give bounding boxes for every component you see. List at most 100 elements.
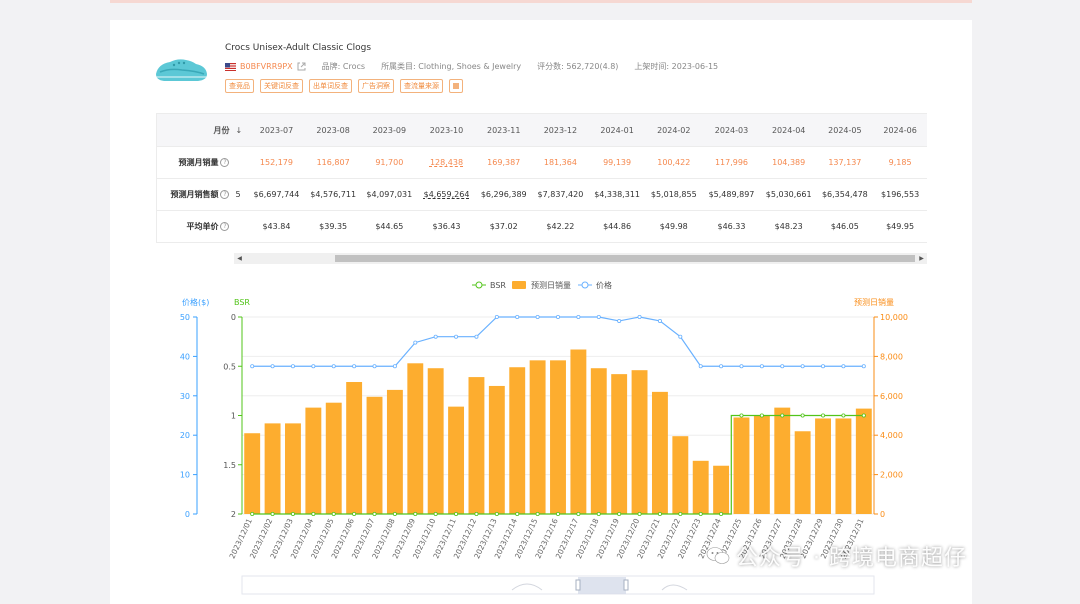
price-point xyxy=(657,318,662,323)
sales-bar xyxy=(305,407,322,514)
bsr-point xyxy=(250,512,255,517)
price-cell: $46.05 xyxy=(816,210,874,243)
row-header-revenue-label: 预测月销售额 xyxy=(170,190,219,199)
left-axis-tick-label: 10 xyxy=(180,471,190,480)
bsr-point xyxy=(637,512,642,517)
table-horizontal-scrollbar[interactable]: ◀ ▶ xyxy=(234,253,927,264)
price-point xyxy=(372,364,377,369)
revenue-cell[interactable]: $4,659,264 xyxy=(417,178,476,211)
legend-bsr-label: BSR xyxy=(490,281,506,290)
sales-bar xyxy=(651,391,668,514)
tag-competitors-button[interactable]: 查竞品 xyxy=(225,79,254,93)
right-axis-tick-label: 6,000 xyxy=(880,392,903,401)
left-axis-tick-label: 50 xyxy=(180,313,190,322)
right-axis-tick-label: 0 xyxy=(880,510,885,519)
price-point xyxy=(454,334,459,339)
bsr-point xyxy=(759,413,764,418)
revenue-cell: $5,018,855 xyxy=(645,178,703,211)
bsr-point xyxy=(433,512,438,517)
revenue-cell: $7,837,420 xyxy=(532,178,589,211)
right-axis-title: 预测日销量 xyxy=(854,297,894,307)
bsr-point xyxy=(270,512,275,517)
price-point xyxy=(780,364,785,369)
sales-bar xyxy=(509,367,526,514)
price-cell: $44.86 xyxy=(588,210,646,243)
price-point xyxy=(250,364,255,369)
product-title[interactable]: Crocs Unisex-Adult Classic Clogs xyxy=(225,43,372,53)
sales-bar xyxy=(713,465,730,514)
bsr-point xyxy=(413,512,418,517)
price-point xyxy=(392,364,397,369)
external-link-icon[interactable] xyxy=(297,62,306,71)
bsr-point xyxy=(719,512,724,517)
bsr-point xyxy=(454,512,459,517)
monthly-sales-table: 月份 ↓ 2023-07 2023-08 2023-09 2023-10 202… xyxy=(156,113,927,243)
price-cell: $37.02 xyxy=(475,210,533,243)
bsr-point xyxy=(331,512,336,517)
tag-traffic-source-button[interactable]: 查流量来源 xyxy=(400,79,443,93)
sales-bar xyxy=(590,368,607,514)
bsr-point xyxy=(576,512,581,517)
sales-bar xyxy=(631,370,648,514)
price-cell: $46.33 xyxy=(702,210,761,243)
bsr-point xyxy=(372,512,377,517)
price-point xyxy=(331,364,336,369)
price-point xyxy=(596,314,601,319)
wechat-icon xyxy=(706,547,730,564)
month-cell: 2023-09 xyxy=(360,113,418,147)
revenue-cell: $5,489,897 xyxy=(702,178,761,211)
price-point xyxy=(535,314,540,319)
price-cell: $43.84 xyxy=(247,210,306,243)
product-meta: B0BFVRR9PX 品牌: Crocs 所属类目: Clothing, Sho… xyxy=(225,61,734,72)
revenue-cell: $4,097,031 xyxy=(360,178,418,211)
revenue-cell: $6,697,744 xyxy=(247,178,306,211)
partial-cell xyxy=(235,210,248,243)
scrollbar-thumb[interactable] xyxy=(335,255,915,262)
help-icon[interactable]: ? xyxy=(220,222,230,231)
action-tags: 查竞品 关键词反查 出单词反查 广告洞察 查流量来源 xyxy=(225,79,463,93)
right-axis-tick-label: 10,000 xyxy=(880,313,908,322)
tag-order-keyword-button[interactable]: 出单词反查 xyxy=(309,79,352,93)
bsr-point xyxy=(861,413,866,418)
sales-bar xyxy=(835,418,852,514)
rating-label: 评分数: 562,720(4.8) xyxy=(537,62,619,71)
help-icon[interactable]: ? xyxy=(220,190,230,199)
sales-cell: 91,700 xyxy=(360,146,418,179)
sales-bar xyxy=(672,436,689,514)
tag-ad-insight-button[interactable]: 广告洞察 xyxy=(358,79,394,93)
legend-sales-swatch xyxy=(512,281,526,289)
scroll-left-arrow-icon[interactable]: ◀ xyxy=(237,255,242,262)
price-point xyxy=(698,364,703,369)
us-flag-icon xyxy=(225,62,236,71)
sales-bar xyxy=(468,377,485,514)
bsr-axis-title: BSR xyxy=(234,298,250,307)
bsr-point xyxy=(535,512,540,517)
sales-bar xyxy=(325,402,342,514)
help-icon[interactable]: ? xyxy=(220,158,230,167)
sales-bar xyxy=(692,460,709,514)
revenue-cell: $4,338,311 xyxy=(588,178,646,211)
sales-bar xyxy=(448,406,465,514)
price-point xyxy=(311,364,316,369)
bsr-point xyxy=(556,512,561,517)
asin-link[interactable]: B0BFVRR9PX xyxy=(240,62,293,71)
price-cell: $36.43 xyxy=(417,210,476,243)
revenue-row: 预测月销售额? 5 $6,697,744 $4,576,711 $4,097,0… xyxy=(156,178,927,211)
month-cell: 2024-01 xyxy=(588,113,646,147)
sales-bar xyxy=(529,360,546,514)
price-point xyxy=(433,334,438,339)
price-point xyxy=(637,314,642,319)
scroll-right-arrow-icon[interactable]: ▶ xyxy=(919,255,924,262)
price-point xyxy=(413,340,418,345)
tag-keyword-reverse-button[interactable]: 关键词反查 xyxy=(260,79,303,93)
left-axis-tick-label: 40 xyxy=(180,352,190,361)
clog-shoe-icon[interactable] xyxy=(152,50,210,86)
revenue-cell: $5,030,661 xyxy=(760,178,817,211)
sales-bar xyxy=(815,418,831,514)
legend-price-marker xyxy=(581,281,589,289)
sales-bar xyxy=(611,374,628,514)
calendar-icon[interactable] xyxy=(449,79,463,93)
row-header-sales-label: 预测月销量 xyxy=(178,158,219,167)
price-point xyxy=(576,314,581,319)
price-point xyxy=(556,314,561,319)
